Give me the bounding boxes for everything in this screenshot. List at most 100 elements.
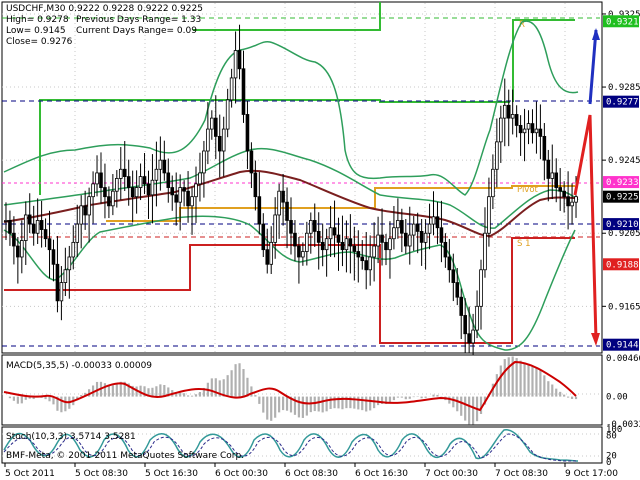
candle-body: [83, 205, 87, 216]
candle: [419, 218, 424, 266]
stoch-label: Stoch(10,3,3) 3.5714 3.5281: [6, 432, 136, 442]
candle-body: [435, 216, 440, 229]
resistance-line-2: [39, 99, 510, 195]
price-tag-bg-4[interactable]: [603, 218, 639, 231]
price-tag-5[interactable]: 0.9188: [606, 260, 639, 270]
stoch-axis-tick-1: 80: [606, 432, 617, 442]
candle-body: [194, 183, 198, 198]
candle: [16, 236, 20, 284]
macd-axis: 0.00466 0.00 -0.00331: [606, 354, 640, 430]
candle-body: [340, 241, 345, 251]
candle: [332, 200, 337, 258]
candle: [415, 212, 420, 254]
candle-body: [411, 223, 416, 236]
candle: [502, 78, 507, 147]
price-tag-0[interactable]: 0.9321: [606, 17, 639, 27]
candle: [554, 158, 559, 203]
candle-body: [158, 159, 163, 170]
candle: [249, 142, 254, 189]
price-tag-6[interactable]: 0.9144: [606, 341, 639, 351]
price-tag-bg-1[interactable]: [603, 95, 639, 108]
candle: [158, 136, 163, 191]
candle-body: [237, 50, 242, 70]
candle-body: [538, 128, 543, 137]
candle: [439, 200, 444, 263]
candle-body: [174, 194, 179, 203]
candle-body: [8, 220, 12, 234]
candle: [451, 253, 456, 302]
candle-body: [332, 227, 337, 236]
candle-body: [170, 187, 175, 196]
blue-arrowhead: [592, 28, 600, 40]
candle-body: [542, 135, 547, 161]
candle: [455, 268, 460, 306]
macd-indicator: MACD(5,35,5) -0.00033 0.00009: [2, 356, 602, 425]
price-tags[interactable]: 0.9321 0.9277 0.9233 0.9225 0.9210 0.9188 0.91…: [603, 15, 639, 351]
candle-body: [459, 296, 464, 316]
candle-body: [39, 220, 44, 230]
price-candles: [4, 24, 578, 356]
price-tag-3[interactable]: 0.9225: [606, 193, 639, 203]
candle-body: [407, 234, 412, 247]
candle-body: [245, 114, 250, 152]
candle: [225, 88, 230, 138]
candle: [111, 174, 115, 216]
red-arrow-path: [573, 114, 598, 341]
candle-body: [550, 172, 555, 179]
candle-body: [530, 123, 535, 134]
candle-body: [471, 329, 475, 344]
candle: [261, 213, 266, 258]
candle: [217, 114, 222, 178]
candle-body: [352, 245, 357, 252]
price-tag-1[interactable]: 0.9277: [606, 98, 639, 108]
price-tag-bg-6[interactable]: [603, 338, 639, 351]
info-high: High= 0.9278: [6, 15, 69, 25]
candle: [316, 212, 321, 270]
candle-body: [447, 256, 452, 271]
candle-body: [467, 333, 471, 344]
candle: [178, 174, 182, 231]
candle: [396, 198, 400, 239]
candle: [51, 239, 56, 282]
candle-body: [150, 179, 155, 196]
moving-average: [3, 169, 579, 238]
candle: [130, 170, 135, 223]
price-axis: 0.9325 0.9285 0.9245 0.9205 0.9165: [602, 10, 640, 312]
candle: [305, 221, 309, 266]
candle-body: [249, 150, 254, 174]
candle-body: [376, 234, 380, 247]
candle-body: [115, 178, 119, 192]
info-curr-range: Current Days Range= 0.09: [76, 26, 197, 36]
candle: [31, 205, 36, 246]
price-tag-bg-0[interactable]: [603, 15, 639, 28]
candle: [435, 201, 440, 245]
price-tag-bg-3[interactable]: [603, 190, 639, 203]
candle: [257, 172, 262, 235]
candle-body: [522, 128, 527, 134]
candle-body: [51, 249, 56, 265]
price-tag-bg-2[interactable]: [603, 176, 639, 189]
stoch-main-line: [3, 429, 579, 462]
candle: [75, 204, 80, 257]
price-tag-2[interactable]: 0.9233: [606, 178, 639, 188]
candle: [499, 105, 503, 163]
candle: [447, 239, 452, 283]
candle-body: [43, 229, 48, 240]
candle-body: [63, 269, 68, 283]
candle: [570, 183, 574, 225]
candle: [542, 123, 547, 181]
resistance-line: [193, 2, 381, 31]
candle: [372, 222, 376, 282]
price-tag-bg-5[interactable]: [603, 258, 639, 271]
candle-body: [130, 187, 135, 198]
candle-body: [142, 176, 147, 185]
candle: [182, 180, 186, 207]
candle-body: [451, 269, 456, 283]
candle-body: [91, 183, 95, 198]
candle-body: [368, 256, 372, 271]
price-tag-4[interactable]: 0.9210: [606, 220, 639, 230]
candle: [479, 259, 483, 330]
candle: [115, 170, 119, 208]
